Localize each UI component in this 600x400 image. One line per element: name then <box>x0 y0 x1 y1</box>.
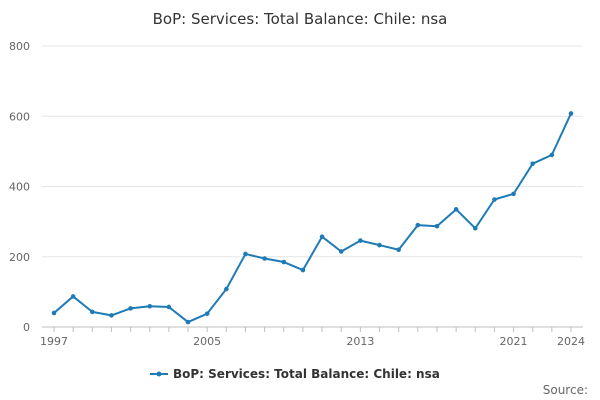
y-tick-label-600: 600 <box>9 110 30 123</box>
data-point-2022[interactable] <box>530 161 536 166</box>
x-tick-label-2005: 2005 <box>193 335 221 348</box>
data-point-2018[interactable] <box>453 207 459 212</box>
data-point-1998[interactable] <box>70 294 76 299</box>
data-point-2019[interactable] <box>472 225 478 231</box>
data-point-1999[interactable] <box>89 309 95 315</box>
x-tick-label-2013: 2013 <box>346 335 374 348</box>
legend[interactable]: BoP: Services: Total Balance: Chile: nsa <box>150 367 440 381</box>
source-label: Source: <box>543 383 588 397</box>
data-point-2021[interactable] <box>511 191 516 197</box>
data-point-2001[interactable] <box>128 306 133 311</box>
data-point-2006[interactable] <box>224 286 229 292</box>
chart-title: BoP: Services: Total Balance: Chile: nsa <box>153 10 448 28</box>
data-point-2017[interactable] <box>434 223 440 229</box>
x-tick-label-1997: 1997 <box>40 335 68 348</box>
data-point-2005[interactable] <box>204 311 210 316</box>
data-point-2008[interactable] <box>262 256 267 261</box>
gridlines <box>42 45 583 258</box>
data-point-2003[interactable] <box>166 304 172 310</box>
data-point-2000[interactable] <box>109 313 114 318</box>
data-point-2023[interactable] <box>549 152 555 158</box>
data-point-2007[interactable] <box>243 251 248 257</box>
data-point-2024[interactable] <box>568 111 574 116</box>
series-line-0[interactable] <box>53 112 572 324</box>
y-tick-label-200: 200 <box>9 251 30 264</box>
data-point-2012[interactable] <box>338 249 344 254</box>
data-point-2009[interactable] <box>281 259 287 265</box>
y-tick-label-0: 0 <box>23 321 30 334</box>
x-tick-label-2024: 2024 <box>557 335 585 348</box>
data-point-2004[interactable] <box>185 319 191 325</box>
series-layer <box>51 111 574 325</box>
legend-label: BoP: Services: Total Balance: Chile: nsa <box>173 367 440 381</box>
data-point-2020[interactable] <box>492 197 497 202</box>
data-point-2013[interactable] <box>358 238 363 243</box>
axes: 0 200 400 600 800 1997 2005 2013 2021 2024 <box>9 40 585 348</box>
data-point-2016[interactable] <box>415 222 421 228</box>
legend-marker <box>156 371 162 377</box>
y-tick-label-800: 800 <box>9 40 30 53</box>
data-point-2014[interactable] <box>377 242 382 248</box>
data-point-1997[interactable] <box>51 310 57 316</box>
x-tick-label-2021: 2021 <box>500 335 528 348</box>
data-point-2002[interactable] <box>147 303 153 309</box>
data-point-2010[interactable] <box>300 267 306 273</box>
data-point-2015[interactable] <box>396 247 401 253</box>
y-tick-label-400: 400 <box>9 181 30 194</box>
data-point-2011[interactable] <box>319 234 325 240</box>
